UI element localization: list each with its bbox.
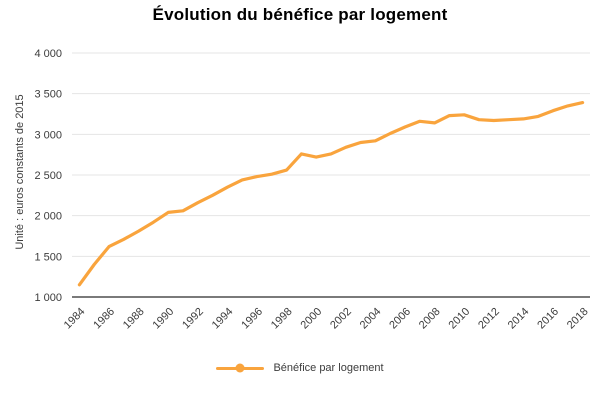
x-tick-label: 2000 <box>299 306 325 332</box>
x-tick-label: 2016 <box>535 306 561 332</box>
x-tick-label: 2012 <box>476 306 502 332</box>
x-tick-label: 1998 <box>269 306 295 332</box>
x-tick-label: 1992 <box>180 306 206 332</box>
legend-line-marker <box>216 363 265 373</box>
y-tick-label: 2 500 <box>34 170 62 182</box>
x-tick-label: 1984 <box>62 306 88 332</box>
y-tick-label: 2 000 <box>34 211 62 223</box>
x-tick-label: 2014 <box>506 306 532 332</box>
legend[interactable]: Bénéfice par logement <box>0 362 600 374</box>
x-tick-label: 1986 <box>91 306 117 332</box>
y-tick-label: 1 000 <box>34 292 62 304</box>
y-tick-label: 1 500 <box>34 251 62 263</box>
y-tick-label: 3 000 <box>34 129 62 141</box>
x-tick-label: 2004 <box>358 306 384 332</box>
x-tick-label: 1996 <box>239 306 265 332</box>
x-tick-label: 1990 <box>151 306 177 332</box>
x-tick-label: 2018 <box>565 306 591 332</box>
y-tick-label: 4 000 <box>34 48 62 60</box>
series-line <box>77 100 585 287</box>
y-tick-label: 3 500 <box>34 89 62 101</box>
x-tick-label: 2002 <box>328 306 354 332</box>
y-axis-title: Unité : euros constants de 2015 <box>14 94 26 249</box>
x-tick-label: 2006 <box>387 306 413 332</box>
chart-title: Évolution du bénéfice par logement <box>152 5 448 24</box>
legend-label: Bénéfice par logement <box>273 362 384 374</box>
legend-dot-icon <box>235 363 245 373</box>
x-tick-label: 2010 <box>447 306 473 332</box>
x-tick-label: 2008 <box>417 306 443 332</box>
x-tick-label: 1988 <box>121 306 147 332</box>
x-tick-label: 1994 <box>210 306 236 332</box>
